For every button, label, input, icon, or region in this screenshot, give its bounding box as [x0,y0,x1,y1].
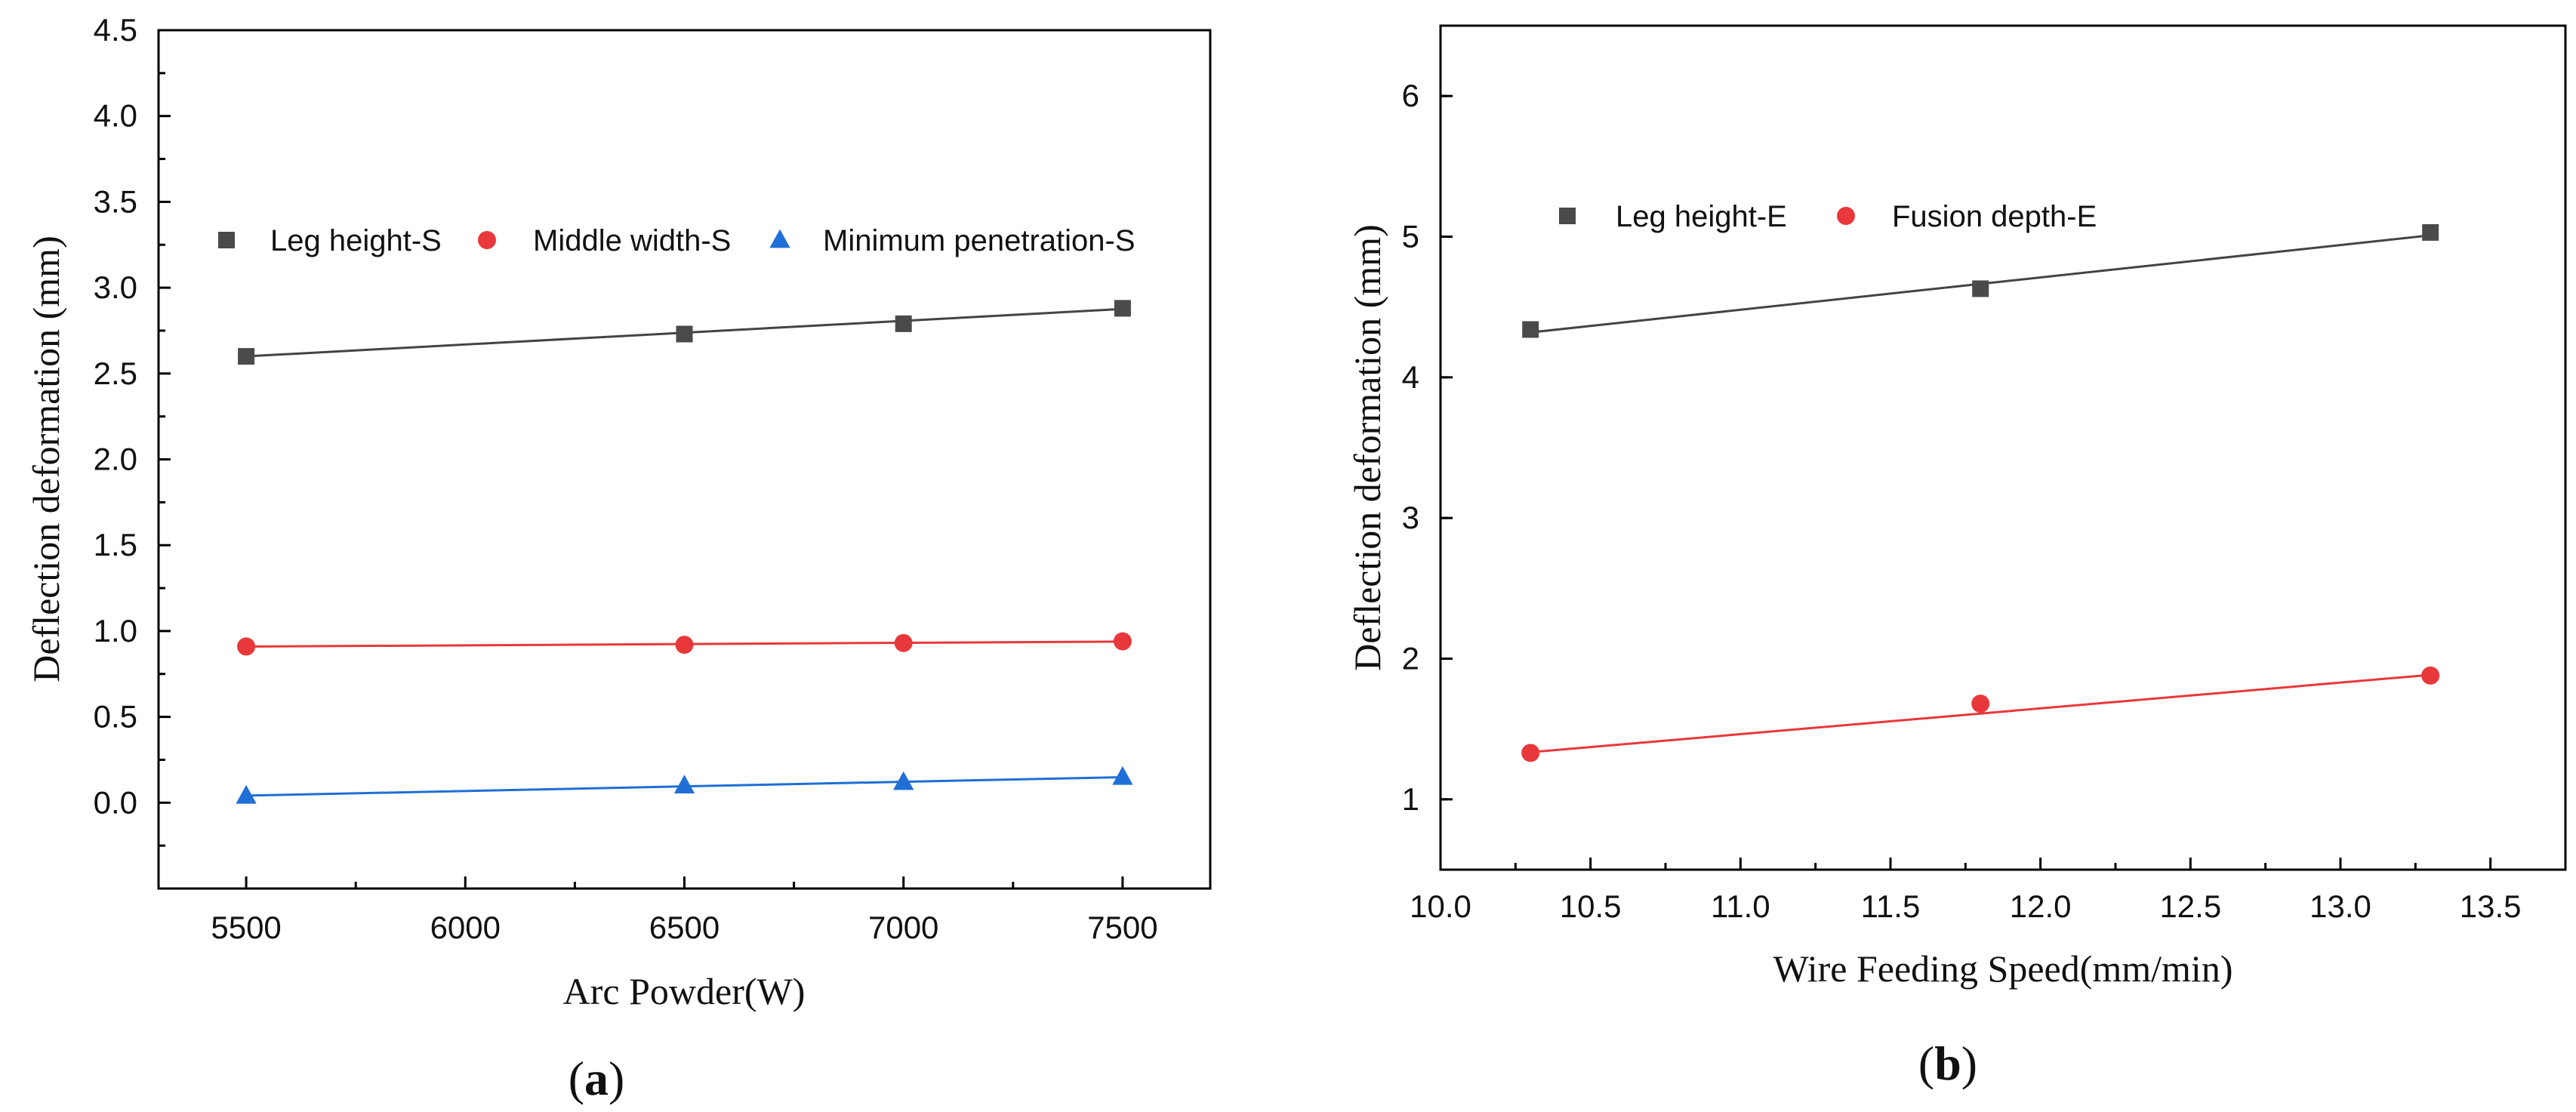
x-axis-title-a: Arc Powder(W) [563,970,806,1012]
x-tick-label: 13.5 [2460,889,2522,924]
data-point [673,775,695,793]
x-tick-label: 5500 [211,910,281,945]
y-tick-label: 0.5 [94,699,137,735]
legend-label: Fusion depth-E [1892,200,2097,233]
legend-marker [1837,207,1855,225]
x-tick-label: 10.0 [1410,889,1471,924]
legend-label: Middle width-S [533,224,731,257]
data-point [1522,321,1539,338]
y-tick-label: 6 [1402,78,1419,113]
legend-label: Leg height-S [270,224,442,257]
x-tick-label: 6000 [430,910,501,945]
data-point [2421,666,2440,685]
chart-panel-a: 0.0 0.5 1.0 1.5 2.0 2.5 3.0 3.5 4.0 4.5 5500 6000 6… [25,12,1212,1105]
y-tick-label: 2.0 [94,442,137,477]
x-tick-label: 6500 [649,910,719,945]
x-tick-label: 11.0 [1711,889,1770,924]
y-tick-label: 3 [1402,500,1419,535]
legend-marker [218,232,235,248]
plot-frame-b [1439,24,2567,871]
data-point [893,771,914,790]
y-tick-label: 1.0 [94,613,137,648]
data-point [238,348,255,365]
legend-marker [478,231,496,249]
y-tick-label: 3.0 [94,270,137,305]
legend-b: Leg height-E Fusion depth-E [1559,200,2097,233]
data-point [237,637,256,656]
panel-label-a: (a) [569,1052,625,1105]
legend-label: Leg height-E [1616,200,1787,233]
data-point [1972,280,1989,297]
data-point [1113,632,1132,651]
y-tick-label: 1 [1402,781,1419,817]
data-point [1971,695,1990,713]
x-tick-label: 11.5 [1861,889,1921,924]
y-tick-label: 0.0 [94,784,137,820]
y-tick-label: 2 [1402,641,1419,676]
x-tick-label: 12.0 [2010,889,2072,924]
x-tick-label: 7000 [868,910,938,945]
y-axis-title-b: Deflection deformation (mm) [1346,224,1388,670]
legend-label: Minimum penetration-S [823,224,1135,257]
data-point [895,315,912,332]
plot-frame-a [157,29,1212,890]
y-tick-label: 4.0 [94,98,137,134]
fit-line-fusion-depth-e [1530,673,2431,753]
y-tick-label: 5 [1402,219,1419,254]
y-tick-label: 1.5 [94,527,137,562]
x-tick-label: 7500 [1087,910,1157,945]
x-axis-title-b: Wire Feeding Speed(mm/min) [1773,947,2233,990]
data-point [2422,223,2439,241]
legend-marker [1559,208,1576,224]
x-tick-label: 10.5 [1560,889,1622,924]
x-tick-label: 12.5 [2159,889,2221,924]
data-point [894,633,913,652]
data-point [1112,765,1133,785]
y-axis-title-a: Deflection deformation (mm) [25,236,67,682]
data-point [236,784,257,804]
y-tick-label: 4.5 [94,12,137,48]
y-tick-label: 4 [1402,359,1419,395]
x-tick-label: 13.0 [2309,889,2371,924]
legend-a: Leg height-S Middle width-S Minimum penetr… [218,224,1135,257]
y-tick-label: 2.5 [94,356,137,391]
data-point [675,636,694,655]
panel-label-b: (b) [1918,1037,1977,1090]
data-point [1521,744,1540,762]
data-point [1114,300,1131,317]
y-tick-label: 3.5 [94,183,137,219]
data-point [676,325,693,343]
legend-marker [769,229,790,248]
